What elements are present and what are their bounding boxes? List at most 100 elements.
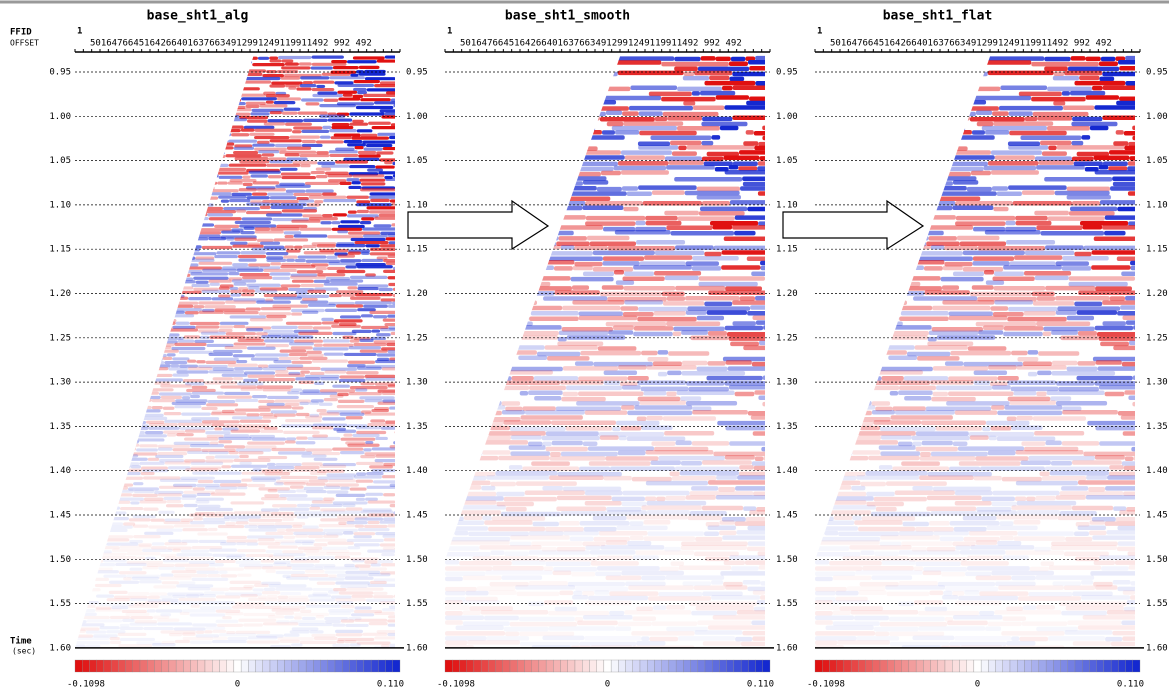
colorbar-cell [110,659,119,673]
colorbar-cell [502,659,511,673]
colorbar-cell [1053,659,1061,673]
colorbar-cell [103,659,112,673]
colorbar-cell [574,659,583,673]
time-tick-label: 1.15 [1146,245,1168,255]
colorbar-cell [154,659,162,673]
time-tick-label: 1.15 [49,245,71,255]
colorbar-cell [582,659,590,673]
colorbar-cell [488,659,496,673]
colorbar-cell [392,659,401,673]
colorbar-cell [378,659,386,673]
time-tick-label: 1.55 [49,599,71,609]
colorbar-cell [596,659,605,673]
time-tick-label: 1.00 [1146,112,1168,122]
time-tick-label: 1.50 [49,555,71,565]
colorbar-cell [1031,659,1040,673]
time-tick-label: 1.35 [776,422,798,432]
ffid-value: 1 [77,27,82,37]
colorbar-cell [733,659,742,673]
colorbar-cell [473,659,482,673]
time-unit: (sec) [12,647,36,656]
colorbar-cell [589,659,597,673]
colorbar-cell [480,659,489,673]
colorbar-cell [661,659,670,673]
colorbar-cell [1125,659,1133,673]
colorbar-mid: 0 [975,680,980,690]
colorbar-cell [125,659,133,673]
colorbar-cell [1060,659,1068,673]
colorbar-cell [248,659,256,673]
time-label: Time [10,636,32,647]
colorbar-max: 0.110 [377,680,404,690]
colorbar-cell [269,659,278,673]
colorbar-cell [980,659,989,673]
colorbar-cell [865,659,873,673]
colorbar-cell [973,659,982,673]
time-tick-label: 1.00 [776,112,798,122]
colorbar-cell [1074,659,1083,673]
colorbar-max: 0.110 [1117,680,1144,690]
time-tick-label: 0.95 [776,68,798,78]
time-tick-label: 1.30 [49,378,71,388]
colorbar-cell [726,659,735,673]
colorbar-cell [118,659,126,673]
colorbar-cell [625,659,633,673]
time-tick-label: 1.45 [1146,511,1168,521]
colorbar-cell [755,659,763,673]
colorbar-cell [291,659,300,673]
panel-title: base_sht1_smooth [505,9,630,24]
colorbar-cell [937,659,946,673]
colorbar-cell [452,659,460,673]
colorbar-cell [1017,659,1025,673]
colorbar-cell [697,659,706,673]
colorbar-cell [255,659,263,673]
colorbar-cell [836,659,845,673]
colorbar-cell [908,659,917,673]
colorbar-cell [262,659,271,673]
colorbar-cell [560,659,568,673]
offset-values: 5016476645164266401637663491299124911991… [830,39,1112,49]
colorbar-cell [1038,659,1047,673]
time-tick-label: 1.30 [1146,378,1168,388]
colorbar-cell [683,659,691,673]
time-tick-label: 1.00 [406,112,428,122]
colorbar-cell [298,659,307,673]
colorbar-cell [466,659,475,673]
colorbar-cell [887,659,895,673]
colorbar-cell [740,659,749,673]
time-tick-label: 1.50 [776,555,798,565]
time-tick-label: 1.10 [49,200,71,210]
colorbar-cell [545,659,554,673]
time-tick-label: 0.95 [49,68,71,78]
colorbar-cell [690,659,698,673]
colorbar-cell [349,659,357,673]
colorbar-cell [894,659,902,673]
ffid-value: 1 [817,27,822,37]
time-tick-label: 1.20 [776,289,798,299]
colorbar-cell [342,659,350,673]
colorbar-cell [748,659,756,673]
offset-values: 5016476645164266401637663491299124911991… [460,39,742,49]
colorbar-cell [495,659,503,673]
colorbar-cell [370,659,379,673]
colorbar-cell [197,659,206,673]
time-tick-label: 0.95 [1146,68,1168,78]
offset-values: 5016476645164266401637663491299124911991… [90,39,372,49]
colorbar-min: -0.1098 [807,680,845,690]
colorbar-cell [168,659,177,673]
time-tick-label: 0.95 [406,68,428,78]
colorbar-cell [858,659,866,673]
time-tick-label: 1.55 [776,599,798,609]
colorbar-min: -0.1098 [67,680,105,690]
colorbar-cell [639,659,648,673]
time-tick-label: 1.30 [776,378,798,388]
colorbar-cell [444,659,453,673]
time-tick-label: 1.05 [776,156,798,166]
time-tick-label: 1.45 [406,511,428,521]
colorbar-cell [1110,659,1119,673]
time-tick-label: 1.05 [406,156,428,166]
colorbar-cell [567,659,576,673]
time-tick-label: 1.20 [1146,289,1168,299]
colorbar-cell [219,659,227,673]
